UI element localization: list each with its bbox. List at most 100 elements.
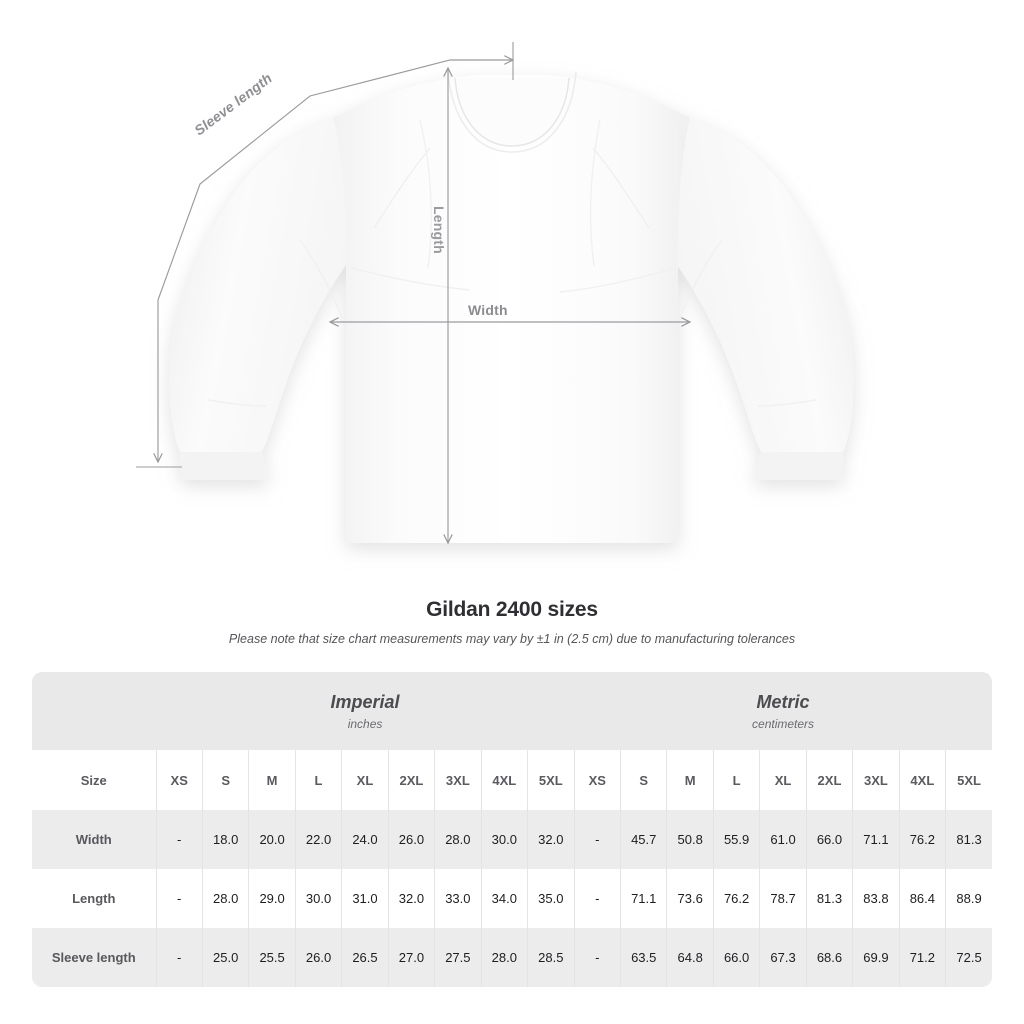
measurement-cell: 28.0 xyxy=(480,928,528,987)
unit-header-imperial: Imperial inches xyxy=(156,672,575,750)
size-table-body: Width -18.0 20.0 22.0 24.0 26.0 28.0 30.0 32.0-4… xyxy=(32,810,993,987)
measurement-cell: 45.7 xyxy=(619,810,667,869)
size-column-header: XL xyxy=(341,750,389,810)
size-column-header: M xyxy=(248,750,296,810)
measurement-cell: 30.0 xyxy=(294,869,342,928)
measurement-cell: 69.9 xyxy=(852,928,900,987)
measurement-guides xyxy=(136,42,690,543)
measurement-cell: 35.0 xyxy=(527,869,575,928)
measurement-cell: 28.0 xyxy=(201,869,249,928)
measurement-cell: 71.1 xyxy=(852,810,900,869)
measurement-cell: 25.5 xyxy=(248,928,296,987)
size-column-header: 4XL xyxy=(480,750,528,810)
measurement-cell: 28.0 xyxy=(434,810,482,869)
width-label: Width xyxy=(468,302,508,318)
measurement-cell: 31.0 xyxy=(341,869,389,928)
measurement-cell: 76.2 xyxy=(898,810,946,869)
measurement-cell: 71.1 xyxy=(619,869,667,928)
measurement-cell: 78.7 xyxy=(759,869,807,928)
measurement-cell: 76.2 xyxy=(712,869,760,928)
measurement-cell: 81.3 xyxy=(805,869,853,928)
measurement-cell: 66.0 xyxy=(712,928,760,987)
measurement-cell: 66.0 xyxy=(805,810,853,869)
sleeve-length-line xyxy=(157,60,513,301)
measurement-cell: 55.9 xyxy=(712,810,760,869)
size-column-header: L xyxy=(294,750,342,810)
measurement-cell: 88.9 xyxy=(945,869,993,928)
measurement-cell: - xyxy=(155,810,203,869)
garment-illustration: Sleeve length Length Width xyxy=(136,42,854,580)
unit-name: Metric xyxy=(756,691,810,712)
measurement-cell: 71.2 xyxy=(898,928,946,987)
measurement-row-label: Length xyxy=(32,869,156,928)
size-column-header: 5XL xyxy=(527,750,575,810)
collar-inner xyxy=(454,77,570,147)
measurement-cell: 33.0 xyxy=(434,869,482,928)
measurement-cell: 72.5 xyxy=(945,928,993,987)
size-column-header: S xyxy=(201,750,249,810)
table-row: Sleeve length -25.0 25.5 26.0 26.5 27.0 27.5 28… xyxy=(32,928,993,987)
measurement-cell: 67.3 xyxy=(759,928,807,987)
measurement-cell: 28.5 xyxy=(527,928,575,987)
measurement-cell: 32.0 xyxy=(527,810,575,869)
measurement-cell: 86.4 xyxy=(898,869,946,928)
size-column-header: M xyxy=(666,750,714,810)
size-column-header: 3XL xyxy=(434,750,482,810)
measurement-cell: 81.3 xyxy=(945,810,993,869)
measurement-cell: 64.8 xyxy=(666,928,714,987)
measurement-cell: 29.0 xyxy=(248,869,296,928)
size-column-header: XS xyxy=(573,750,621,810)
measurement-cell: 25.0 xyxy=(201,928,249,987)
measurement-cell: 18.0 xyxy=(201,810,249,869)
size-column-header: 3XL xyxy=(852,750,900,810)
measurement-row-label: Width xyxy=(32,810,156,869)
unit-subtitle: centimeters xyxy=(752,716,815,731)
shirt-silhouette xyxy=(169,75,854,543)
size-header-row: Size XS S M L XL 2XL 3XL 4XL 5XL XS S M L XL 2XL 3XL 4XL 5… xyxy=(32,750,993,810)
measurement-row-label: Sleeve length xyxy=(32,928,156,987)
measurement-cell: - xyxy=(573,810,621,869)
measurement-cell: 26.0 xyxy=(387,810,435,869)
size-column-header: S xyxy=(619,750,667,810)
measurement-cell: 24.0 xyxy=(341,810,389,869)
page-title: Gildan 2400 sizes xyxy=(426,598,598,621)
shoulder-seams xyxy=(373,147,650,229)
measurement-cell: 68.6 xyxy=(805,928,853,987)
measurement-cell: - xyxy=(155,869,203,928)
size-table-container: Imperial inches Metric centimeters Size XS S M… xyxy=(32,672,993,987)
size-column-header: XL xyxy=(759,750,807,810)
size-column-header: XS xyxy=(155,750,203,810)
measurement-cell: 22.0 xyxy=(294,810,342,869)
measurement-cell: 32.0 xyxy=(387,869,435,928)
tolerance-note: Please note that size chart measurements… xyxy=(228,632,796,646)
unit-header-metric: Metric centimeters xyxy=(574,672,993,750)
measurement-cell: 27.5 xyxy=(434,928,482,987)
measurement-cell: 30.0 xyxy=(480,810,528,869)
measurement-cell: - xyxy=(573,869,621,928)
measurement-cell: 20.0 xyxy=(248,810,296,869)
size-column-header: 2XL xyxy=(387,750,435,810)
measurement-cell: 73.6 xyxy=(666,869,714,928)
measurement-cell: 63.5 xyxy=(619,928,667,987)
table-row: Width -18.0 20.0 22.0 24.0 26.0 28.0 30.0 32.0-4… xyxy=(32,810,993,869)
measurement-cell: 61.0 xyxy=(759,810,807,869)
length-label: Length xyxy=(431,206,447,254)
measurement-cell: - xyxy=(155,928,203,987)
measurement-cell: 50.8 xyxy=(666,810,714,869)
table-row: Length -28.0 29.0 30.0 31.0 32.0 33.0 34.0 35.0-… xyxy=(32,869,993,928)
size-column-header: L xyxy=(712,750,760,810)
measurement-cell: 34.0 xyxy=(480,869,528,928)
unit-name: Imperial xyxy=(330,691,400,712)
measurement-cell: 26.0 xyxy=(294,928,342,987)
size-header-label: Size xyxy=(32,750,156,810)
measurement-cell: 27.0 xyxy=(387,928,435,987)
unit-subtitle: inches xyxy=(347,716,383,731)
size-table: Imperial inches Metric centimeters Size XS S M… xyxy=(32,672,993,987)
size-column-header: 4XL xyxy=(898,750,946,810)
size-column-header: 2XL xyxy=(805,750,853,810)
title-block: Gildan 2400 sizes Please note that size … xyxy=(0,598,1024,646)
measurement-cell: 26.5 xyxy=(341,928,389,987)
unit-header-corner xyxy=(32,672,156,750)
size-column-header: 5XL xyxy=(945,750,993,810)
